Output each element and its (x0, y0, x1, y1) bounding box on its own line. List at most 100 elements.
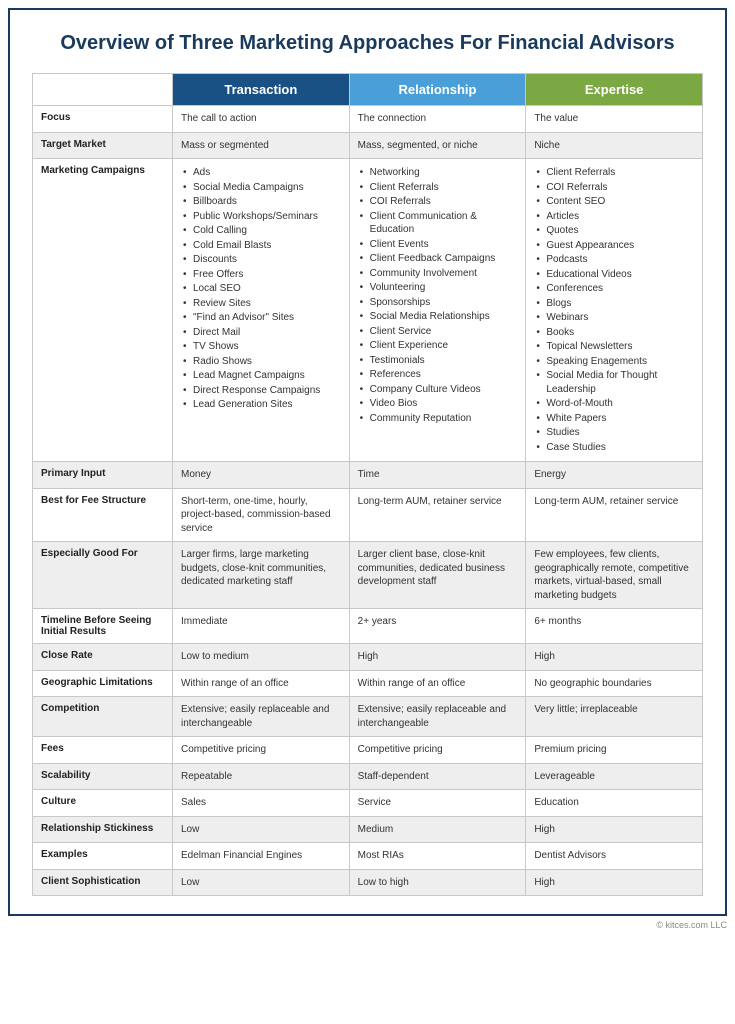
table-cell: The value (526, 106, 703, 133)
table-header-row: Transaction Relationship Expertise (33, 74, 703, 106)
row-label: Culture (33, 790, 173, 817)
table-cell: High (526, 816, 703, 843)
row-label: Focus (33, 106, 173, 133)
list-item: Discounts (183, 253, 341, 267)
list-item: Client Communication & Education (360, 210, 518, 237)
list-item: Testimonials (360, 354, 518, 368)
table-row: CompetitionExtensive; easily replaceable… (33, 697, 703, 737)
table-row: FeesCompetitive pricingCompetitive prici… (33, 737, 703, 764)
list-item: Speaking Enagements (536, 355, 694, 369)
table-cell: Short-term, one-time, hourly, project-ba… (173, 488, 350, 542)
table-cell: Niche (526, 132, 703, 159)
table-cell: Low to high (349, 869, 526, 896)
table-cell: Immediate (173, 609, 350, 644)
list-item: Social Media Campaigns (183, 181, 341, 195)
table-cell: Dentist Advisors (526, 843, 703, 870)
list-item: COI Referrals (360, 195, 518, 209)
list-item: Volunteering (360, 281, 518, 295)
table-cell: 6+ months (526, 609, 703, 644)
list-item: Case Studies (536, 441, 694, 455)
table-cell: Within range of an office (173, 670, 350, 697)
list-item: Webinars (536, 311, 694, 325)
table-cell: Mass or segmented (173, 132, 350, 159)
table-cell: Repeatable (173, 763, 350, 790)
table-row: Close RateLow to mediumHighHigh (33, 644, 703, 671)
list-item: Networking (360, 166, 518, 180)
table-row: Geographic LimitationsWithin range of an… (33, 670, 703, 697)
table-row: ScalabilityRepeatableStaff-dependentLeve… (33, 763, 703, 790)
list-item: Podcasts (536, 253, 694, 267)
row-label: Target Market (33, 132, 173, 159)
list-item: Community Involvement (360, 267, 518, 281)
table-cell: Few employees, few clients, geographical… (526, 542, 703, 609)
campaign-list: Client ReferralsCOI ReferralsContent SEO… (534, 166, 694, 454)
table-row: CultureSalesServiceEducation (33, 790, 703, 817)
comparison-table: Transaction Relationship Expertise Focus… (32, 73, 703, 896)
row-label: Timeline Before Seeing Initial Results (33, 609, 173, 644)
list-item: Billboards (183, 195, 341, 209)
list-item: References (360, 368, 518, 382)
list-item: Company Culture Videos (360, 383, 518, 397)
row-label: Marketing Campaigns (33, 159, 173, 462)
row-label: Geographic Limitations (33, 670, 173, 697)
table-cell: Money (173, 462, 350, 489)
list-item: Studies (536, 426, 694, 440)
list-item: Client Feedback Campaigns (360, 252, 518, 266)
table-cell: Low (173, 869, 350, 896)
table-cell: Long-term AUM, retainer service (349, 488, 526, 542)
table-row: Client SophisticationLowLow to highHigh (33, 869, 703, 896)
list-item: Topical Newsletters (536, 340, 694, 354)
table-row: Primary InputMoneyTimeEnergy (33, 462, 703, 489)
row-label: Client Sophistication (33, 869, 173, 896)
column-header-relationship: Relationship (349, 74, 526, 106)
table-cell: No geographic boundaries (526, 670, 703, 697)
list-item: Conferences (536, 282, 694, 296)
table-cell: Within range of an office (349, 670, 526, 697)
list-item: Word-of-Mouth (536, 397, 694, 411)
row-label: Competition (33, 697, 173, 737)
list-item: Social Media Relationships (360, 310, 518, 324)
table-cell: Competitive pricing (173, 737, 350, 764)
table-cell: High (526, 644, 703, 671)
row-label: Examples (33, 843, 173, 870)
table-cell: Time (349, 462, 526, 489)
table-cell: Energy (526, 462, 703, 489)
list-item: Client Referrals (360, 181, 518, 195)
list-item: Guest Appearances (536, 239, 694, 253)
list-item: White Papers (536, 412, 694, 426)
list-item: Review Sites (183, 297, 341, 311)
list-item: Lead Generation Sites (183, 398, 341, 412)
list-item: Cold Calling (183, 224, 341, 238)
row-label: Especially Good For (33, 542, 173, 609)
table-cell: Leverageable (526, 763, 703, 790)
list-item: Social Media for Thought Leadership (536, 369, 694, 396)
table-cell: The connection (349, 106, 526, 133)
table-cell: NetworkingClient ReferralsCOI ReferralsC… (349, 159, 526, 462)
table-row: ExamplesEdelman Financial EnginesMost RI… (33, 843, 703, 870)
page-frame: Overview of Three Marketing Approaches F… (8, 8, 727, 916)
list-item: Direct Response Campaigns (183, 384, 341, 398)
table-cell: AdsSocial Media CampaignsBillboardsPubli… (173, 159, 350, 462)
table-cell: Education (526, 790, 703, 817)
campaign-list: NetworkingClient ReferralsCOI ReferralsC… (358, 166, 518, 425)
list-item: Client Referrals (536, 166, 694, 180)
list-item: Lead Magnet Campaigns (183, 369, 341, 383)
table-cell: Premium pricing (526, 737, 703, 764)
page-title: Overview of Three Marketing Approaches F… (32, 32, 703, 55)
list-item: Blogs (536, 297, 694, 311)
list-item: COI Referrals (536, 181, 694, 195)
column-header-transaction: Transaction (173, 74, 350, 106)
table-cell: Medium (349, 816, 526, 843)
list-item: Educational Videos (536, 268, 694, 282)
header-corner (33, 74, 173, 106)
copyright-text: © kitces.com LLC (8, 920, 727, 930)
campaign-list: AdsSocial Media CampaignsBillboardsPubli… (181, 166, 341, 412)
table-cell: 2+ years (349, 609, 526, 644)
table-cell: Most RIAs (349, 843, 526, 870)
list-item: Community Reputation (360, 412, 518, 426)
table-cell: Sales (173, 790, 350, 817)
row-label: Close Rate (33, 644, 173, 671)
list-item: Articles (536, 210, 694, 224)
table-cell: Low to medium (173, 644, 350, 671)
table-row: Marketing CampaignsAdsSocial Media Campa… (33, 159, 703, 462)
